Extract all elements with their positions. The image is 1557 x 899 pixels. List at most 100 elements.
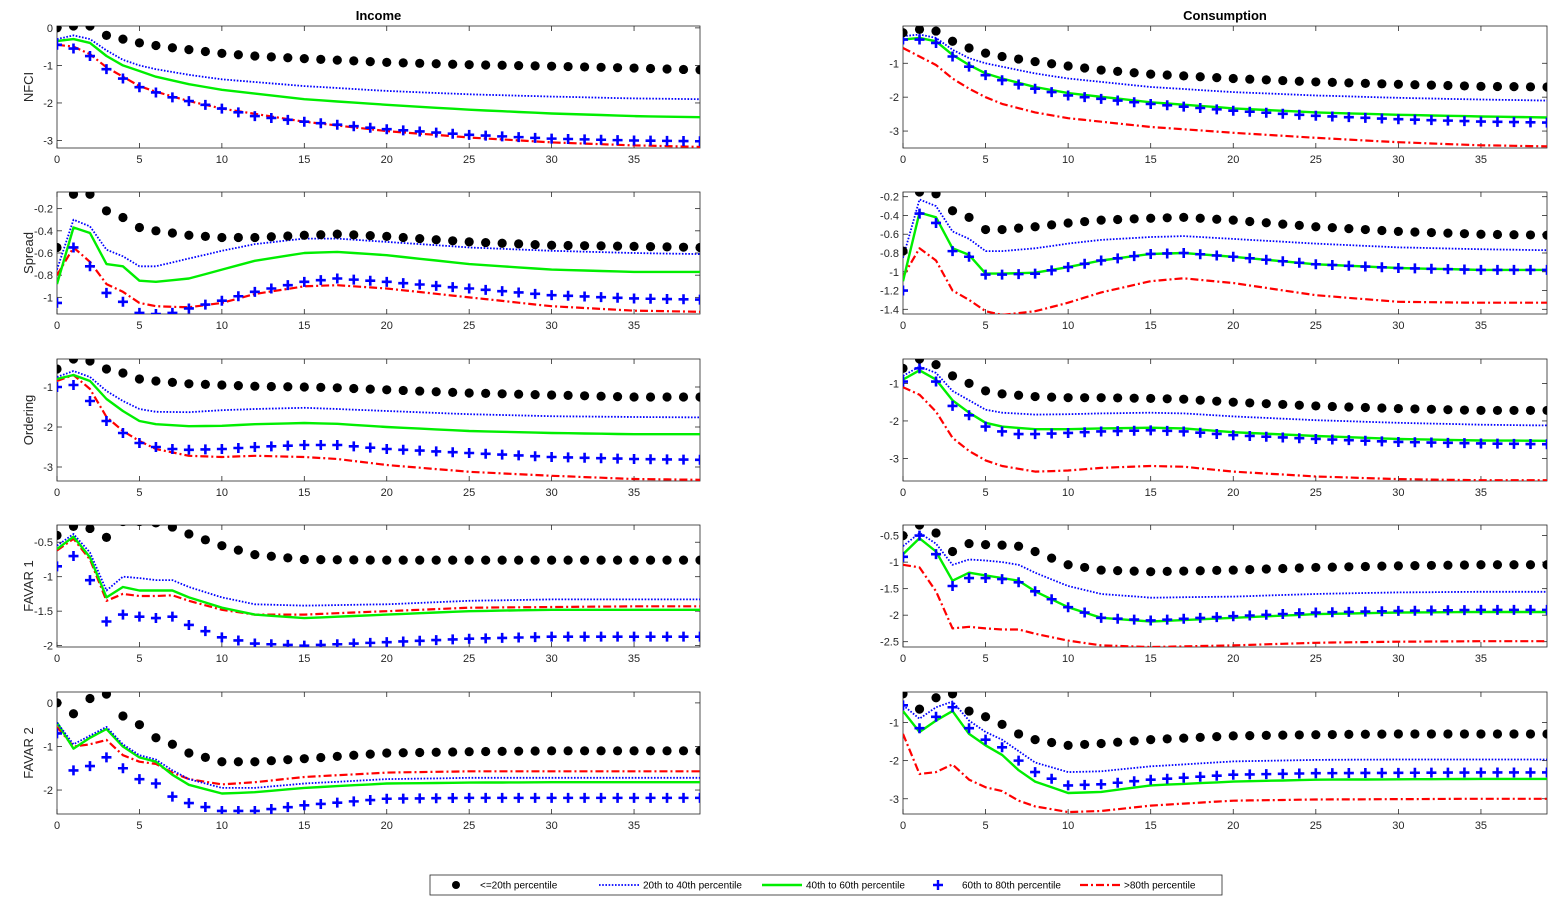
data-point — [266, 804, 277, 814]
data-point — [1079, 427, 1090, 438]
data-point — [217, 757, 227, 767]
y-tick-label: -3 — [889, 453, 899, 465]
data-point — [365, 637, 376, 647]
data-point — [579, 746, 590, 756]
x-tick-label: 35 — [628, 154, 640, 166]
data-point — [349, 750, 359, 760]
data-point — [1426, 767, 1437, 778]
x-tick-label: 10 — [216, 320, 228, 332]
x-tick-label: 30 — [545, 320, 557, 332]
x-tick-label: 10 — [1062, 653, 1074, 665]
data-point — [1047, 737, 1057, 748]
y-tick-label: -0.8 — [880, 248, 899, 260]
data-point — [662, 792, 673, 803]
panel-income-favar-2-series-20th-percentile — [57, 692, 700, 767]
data-point — [1525, 560, 1536, 570]
data-point — [1343, 112, 1354, 123]
data-point — [68, 43, 79, 54]
panel-income-favar-1-series-40th-to-60th-percentile — [57, 535, 700, 620]
data-point — [914, 530, 925, 541]
data-point — [695, 454, 700, 465]
data-point — [530, 132, 541, 143]
data-point — [662, 242, 672, 252]
data-point — [1360, 402, 1370, 413]
data-point — [947, 702, 958, 713]
data-point — [678, 631, 689, 642]
data-point — [579, 631, 590, 642]
data-point — [1410, 80, 1420, 90]
data-point — [947, 581, 958, 591]
data-point — [964, 538, 974, 549]
data-point — [1195, 72, 1205, 82]
data-point — [480, 130, 491, 141]
data-point — [645, 631, 656, 642]
data-point — [563, 631, 574, 642]
data-point — [931, 217, 942, 228]
x-tick-label: 20 — [1227, 320, 1239, 332]
data-point — [1063, 740, 1073, 750]
data-point — [136, 525, 143, 527]
data-point — [1459, 81, 1470, 91]
panel-income-ordering-plot-area — [57, 359, 700, 481]
data-point — [1327, 223, 1337, 233]
data-point — [1410, 227, 1420, 237]
data-point — [200, 626, 211, 637]
x-tick-label: 0 — [900, 154, 906, 166]
x-tick-label: 20 — [1227, 653, 1239, 665]
data-point — [85, 525, 95, 534]
data-point — [662, 631, 673, 642]
panel-income-favar-2-axes-box — [56, 691, 701, 815]
data-point — [1080, 739, 1090, 750]
data-point — [1377, 79, 1387, 89]
data-point — [1063, 427, 1074, 438]
data-point — [1245, 564, 1255, 575]
data-point — [1393, 729, 1403, 739]
panel-consumption-ordering-axes-box — [902, 358, 1548, 482]
legend: <=20th percentile 20th to 40th percentile… — [429, 874, 1223, 896]
data-point — [530, 792, 541, 803]
data-point — [1426, 227, 1437, 238]
panel-consumption-ordering-series-40th-to-60th-percentile — [903, 369, 1547, 442]
data-point — [1063, 602, 1074, 613]
data-point — [1459, 767, 1470, 778]
data-point — [1162, 70, 1172, 80]
x-tick-label: 10 — [216, 653, 228, 665]
data-point — [167, 739, 178, 749]
column-title-consumption: Consumption — [1183, 8, 1267, 23]
data-point — [1146, 567, 1156, 577]
data-point — [1393, 767, 1404, 778]
data-point — [431, 747, 441, 757]
data-point — [1179, 394, 1189, 404]
data-point — [1212, 396, 1222, 406]
data-point — [1113, 566, 1123, 576]
data-point — [1475, 116, 1486, 127]
data-point — [530, 632, 541, 643]
y-tick-label: -3 — [43, 135, 53, 147]
data-point — [678, 136, 689, 147]
data-point — [612, 746, 623, 756]
legend-entry-40th-to-60th-percentile: 40th to 60th percentile — [762, 881, 905, 892]
data-point — [183, 619, 194, 630]
data-point — [1112, 777, 1123, 788]
data-point — [150, 778, 161, 789]
data-point — [216, 632, 227, 643]
panel-income-favar-1-plot-area — [57, 525, 700, 647]
data-point — [1228, 215, 1238, 225]
data-point — [1410, 729, 1420, 739]
data-point — [348, 121, 359, 132]
data-point — [68, 380, 79, 390]
data-point — [431, 446, 442, 457]
data-point — [964, 573, 975, 584]
data-point — [980, 70, 991, 81]
data-point — [1327, 607, 1338, 618]
panel-income-ordering-series-80th-percentile — [57, 373, 700, 481]
data-point — [1476, 81, 1486, 91]
x-tick-label: 5 — [983, 653, 989, 665]
data-point — [448, 747, 458, 757]
data-point — [414, 126, 425, 137]
data-point — [1096, 393, 1106, 403]
y-tick-label: -0.5 — [880, 531, 899, 543]
data-point — [1525, 117, 1536, 128]
x-tick-label: 35 — [1475, 154, 1487, 166]
